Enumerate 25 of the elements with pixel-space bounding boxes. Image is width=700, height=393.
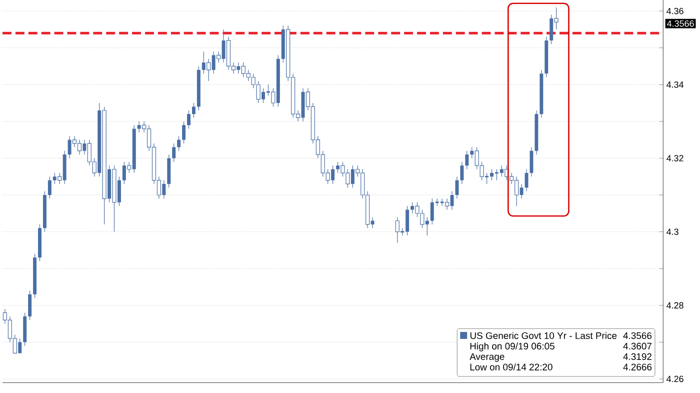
annotation: Low on 09/14 22:20	[470, 364, 552, 371]
candlestick	[182, 121, 186, 144]
y-tick-label: 4.26	[666, 376, 684, 382]
y-tick-label: 4.3	[666, 228, 678, 236]
y-tick-label: 4.32	[666, 155, 684, 162]
y-tick-label: 4.34	[666, 82, 684, 88]
candlestick	[192, 102, 196, 118]
y-tick-label: 4.36	[666, 8, 684, 14]
annotation: 4.3607	[623, 342, 652, 350]
candlestick	[460, 162, 464, 184]
candlestick	[48, 176, 52, 200]
candlestick	[177, 136, 181, 152]
candlestick	[465, 150, 469, 170]
candlestick	[524, 169, 528, 192]
annotation: 4.3566	[667, 20, 694, 27]
annotation: 4.2666	[623, 364, 652, 371]
candlestick	[187, 110, 191, 130]
annotation: 4.3192	[623, 353, 652, 360]
candlestick	[172, 143, 176, 162]
legend-label: US Generic Govt 10 Yr - Last Price	[470, 332, 617, 340]
annotation: High on 09/19 06:05	[470, 342, 554, 352]
annotation: Average	[470, 354, 504, 362]
annotation: 4.3566	[623, 332, 652, 340]
candlestick	[28, 290, 32, 321]
y-tick-label: 4.28	[666, 302, 684, 309]
